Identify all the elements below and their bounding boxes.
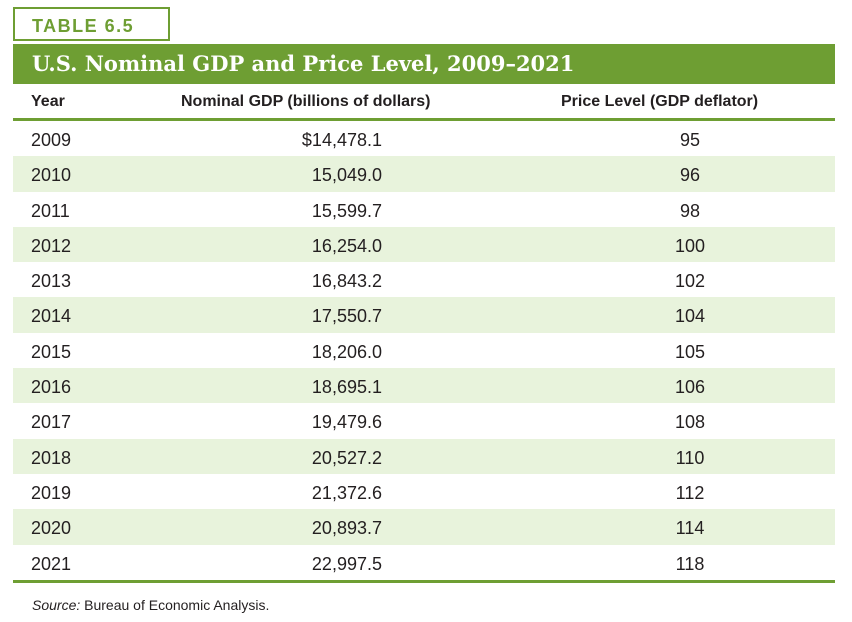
cell-gdp: 18,695.1 bbox=[311, 377, 382, 398]
cell-price: 105 bbox=[674, 341, 706, 362]
cell-price: 108 bbox=[674, 412, 706, 433]
cell-year: 2019 bbox=[31, 482, 72, 503]
table-row: 2009 $14,478.1 95 bbox=[13, 121, 835, 156]
cell-gdp: 16,843.2 bbox=[311, 271, 382, 292]
table-title: U.S. Nominal GDP and Price Level, 2009–2… bbox=[32, 51, 575, 76]
cell-year: 2010 bbox=[31, 165, 72, 186]
table-row: 2013 16,843.2 102 bbox=[13, 262, 835, 297]
cell-year: 2009 bbox=[31, 130, 72, 150]
table-row: 2018 20,527.2 110 bbox=[13, 438, 835, 474]
title-bar: U.S. Nominal GDP and Price Level, 2009–2… bbox=[13, 44, 835, 84]
table-bottom-rule bbox=[13, 580, 835, 583]
cell-price: 104 bbox=[674, 306, 706, 327]
table-row: 2014 17,550.7 104 bbox=[13, 297, 835, 333]
table-row: 2012 16,254.0 100 bbox=[13, 226, 835, 263]
table-body: 2009 $14,478.1 95 2010 15,049.0 96 2011 15,599.… bbox=[13, 121, 835, 580]
cell-year: 2020 bbox=[31, 518, 72, 539]
table-row: 2019 21,372.6 112 bbox=[13, 474, 835, 509]
table-row: 2011 15,599.7 98 bbox=[13, 192, 835, 227]
cell-gdp: 19,479.6 bbox=[311, 412, 382, 433]
source-label: Source: bbox=[32, 597, 81, 613]
cell-price: 96 bbox=[679, 165, 701, 186]
cell-price: 118 bbox=[675, 553, 705, 574]
cell-gdp: 18,206.0 bbox=[311, 341, 382, 362]
cell-year: 2017 bbox=[31, 412, 72, 433]
cell-gdp: 15,599.7 bbox=[311, 200, 382, 221]
cell-price: 102 bbox=[674, 271, 706, 292]
column-header-price: Price Level (GDP deflator) bbox=[561, 93, 759, 110]
cell-year: 2011 bbox=[31, 200, 70, 221]
cell-price: 106 bbox=[674, 377, 706, 398]
table-row: 2010 15,049.0 96 bbox=[13, 156, 835, 192]
cell-gdp: 15,049.0 bbox=[311, 165, 382, 186]
source-note: Source: Bureau of Economic Analysis. bbox=[32, 597, 269, 613]
table-label-box: TABLE 6.5 bbox=[13, 7, 170, 41]
cell-gdp: 17,550.7 bbox=[311, 306, 382, 327]
cell-gdp: $14,478.1 bbox=[301, 130, 382, 150]
header-divider bbox=[13, 118, 835, 121]
cell-gdp: 16,254.0 bbox=[311, 235, 382, 256]
cell-gdp: 20,893.7 bbox=[311, 518, 382, 539]
cell-year: 2016 bbox=[31, 377, 72, 398]
cell-price: 98 bbox=[679, 200, 701, 221]
cell-year: 2018 bbox=[31, 447, 72, 468]
table-row: 2016 18,695.1 106 bbox=[13, 368, 835, 404]
column-header-year: Year bbox=[31, 93, 65, 110]
cell-gdp: 20,527.2 bbox=[311, 447, 382, 468]
cell-year: 2021 bbox=[31, 553, 72, 574]
cell-price: 112 bbox=[675, 482, 705, 503]
cell-year: 2015 bbox=[31, 341, 72, 362]
cell-price: 114 bbox=[675, 518, 705, 539]
table-header: Year Nominal GDP (billions of dollars) P… bbox=[13, 84, 835, 118]
table-label: TABLE 6.5 bbox=[32, 16, 135, 36]
cell-price: 100 bbox=[674, 235, 706, 256]
table-row: 2017 19,479.6 108 bbox=[13, 403, 835, 438]
column-header-gdp: Nominal GDP (billions of dollars) bbox=[181, 93, 431, 110]
cell-price: 110 bbox=[675, 447, 705, 468]
cell-year: 2012 bbox=[31, 235, 72, 256]
table-row: 2015 18,206.0 105 bbox=[13, 333, 835, 368]
cell-price: 95 bbox=[679, 130, 701, 150]
cell-year: 2014 bbox=[31, 306, 72, 327]
source-text: Bureau of Economic Analysis. bbox=[84, 597, 270, 613]
cell-gdp: 22,997.5 bbox=[311, 553, 382, 574]
table-row: 2021 22,997.5 118 bbox=[13, 545, 835, 580]
table-row: 2020 20,893.7 114 bbox=[13, 509, 835, 545]
cell-gdp: 21,372.6 bbox=[311, 482, 382, 503]
cell-year: 2013 bbox=[31, 271, 72, 292]
